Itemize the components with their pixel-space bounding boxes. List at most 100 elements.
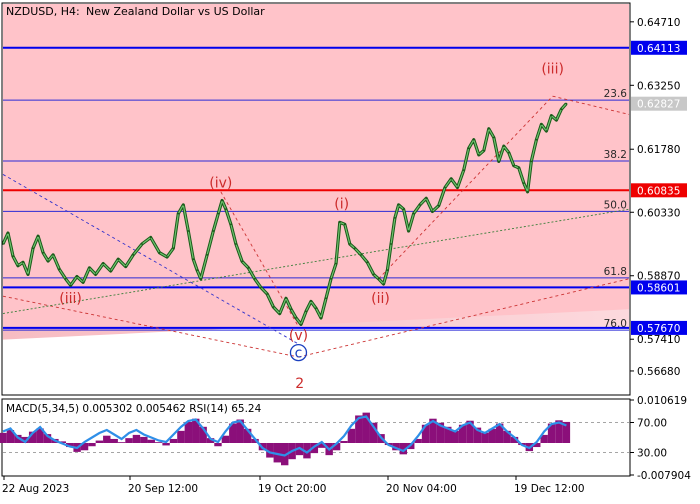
price-point [88, 267, 91, 269]
macd-histogram-bar [132, 434, 141, 443]
macd-histogram-bar [503, 430, 511, 443]
price-point [444, 186, 446, 189]
price-point [560, 108, 563, 111]
price-point [555, 119, 558, 121]
price-point [522, 182, 525, 185]
macd-histogram-bar [399, 442, 408, 455]
price-point [52, 254, 54, 256]
level-tag-label: 0.57670 [637, 323, 680, 335]
price-point [64, 277, 67, 280]
macd-histogram-bar [444, 426, 452, 443]
price-point [320, 317, 322, 319]
price-point [540, 123, 543, 126]
price-point [177, 212, 180, 215]
macd-histogram-bar [58, 441, 67, 443]
time-tick-label: 20 Nov 04:00 [386, 483, 457, 495]
macd-histogram-bar [451, 430, 459, 443]
price-point [225, 208, 227, 211]
price-point [192, 258, 195, 261]
price-point [141, 243, 143, 245]
macd-histogram-bar [110, 438, 118, 443]
price-point [517, 167, 520, 169]
macd-histogram-bar [429, 418, 437, 443]
macd-histogram-bar [488, 428, 496, 443]
macd-histogram-bar [43, 434, 52, 443]
macd-histogram-bar [332, 442, 341, 451]
wave-label: (v) [289, 328, 308, 344]
price-point [187, 230, 190, 232]
macd-histogram-bar [251, 438, 259, 443]
price-point [300, 323, 302, 326]
wave-path-2b [298, 278, 630, 358]
wave-label: (iii) [541, 61, 564, 77]
price-point [285, 297, 287, 300]
price-point [12, 255, 14, 258]
price-tick-label: 0.58870 [637, 271, 680, 283]
macd-histogram-bar [199, 426, 207, 443]
price-point [212, 230, 215, 232]
macd-histogram-bar [88, 442, 96, 447]
macd-histogram-bar [340, 440, 348, 443]
price-point [32, 247, 34, 250]
price-point [477, 154, 480, 156]
level-tag [631, 96, 687, 111]
macd-histogram-bar [192, 418, 200, 443]
macd-histogram-bar [140, 436, 148, 443]
price-point [467, 147, 470, 150]
macd-histogram-bar [154, 442, 163, 443]
price-point [27, 273, 29, 276]
macd-histogram-bar [562, 421, 571, 443]
price-point [507, 151, 510, 154]
wave-label: (i) [334, 196, 349, 212]
price-tick-label: 0.56680 [637, 366, 680, 378]
macd-histogram-bar [221, 435, 230, 443]
indicator-tick-label: 0.010619 [637, 395, 687, 407]
macd-histogram-bar [184, 421, 193, 443]
price-line [2, 103, 567, 325]
price-point [397, 204, 400, 206]
lower-zone [3, 309, 629, 340]
price-tick-label: 0.63250 [637, 80, 680, 92]
price-point [158, 251, 161, 254]
macd-histogram-bar [495, 423, 504, 443]
price-point [247, 267, 250, 269]
macd-rsi-indicator [0, 412, 629, 466]
price-point [482, 149, 485, 152]
price-point [348, 243, 351, 245]
macd-histogram-bar [273, 442, 281, 463]
time-tick-label: 19 Dec 12:00 [514, 483, 585, 495]
macd-histogram-bar [280, 442, 289, 466]
price-point [17, 264, 19, 267]
price-point [377, 277, 380, 280]
macd-histogram-bar [533, 442, 541, 448]
price-point [315, 307, 317, 310]
fibonacci-label: 38.2 [604, 149, 627, 161]
fibonacci-label: 50.0 [604, 199, 627, 211]
price-point [102, 262, 105, 265]
macd-histogram-bar [28, 431, 37, 443]
price-point [390, 243, 392, 245]
macd-histogram-bar [21, 436, 29, 443]
macd-histogram-bar [169, 438, 178, 443]
macd-histogram-bar [243, 428, 252, 443]
time-axis: 22 Aug 2023 20 Sep 12:00 19 Oct 20:00 20 No… [2, 476, 585, 495]
wave-path-2a [2, 295, 299, 358]
indicator-tick-label: 70.00 [637, 418, 667, 430]
price-point [206, 254, 209, 256]
price-point [526, 190, 529, 193]
price-point [330, 277, 332, 280]
price-point [290, 308, 292, 311]
price-point [94, 273, 97, 276]
macd-histogram-bar [229, 423, 237, 443]
price-point [487, 127, 490, 130]
price-point [402, 208, 405, 211]
macd-histogram-bar [6, 430, 15, 443]
price-point [266, 293, 269, 295]
macd-histogram-bar [177, 430, 185, 443]
macd-histogram-bar [347, 428, 356, 443]
macd-histogram-bar [414, 438, 422, 443]
price-point [42, 251, 44, 254]
price-point [217, 212, 220, 215]
